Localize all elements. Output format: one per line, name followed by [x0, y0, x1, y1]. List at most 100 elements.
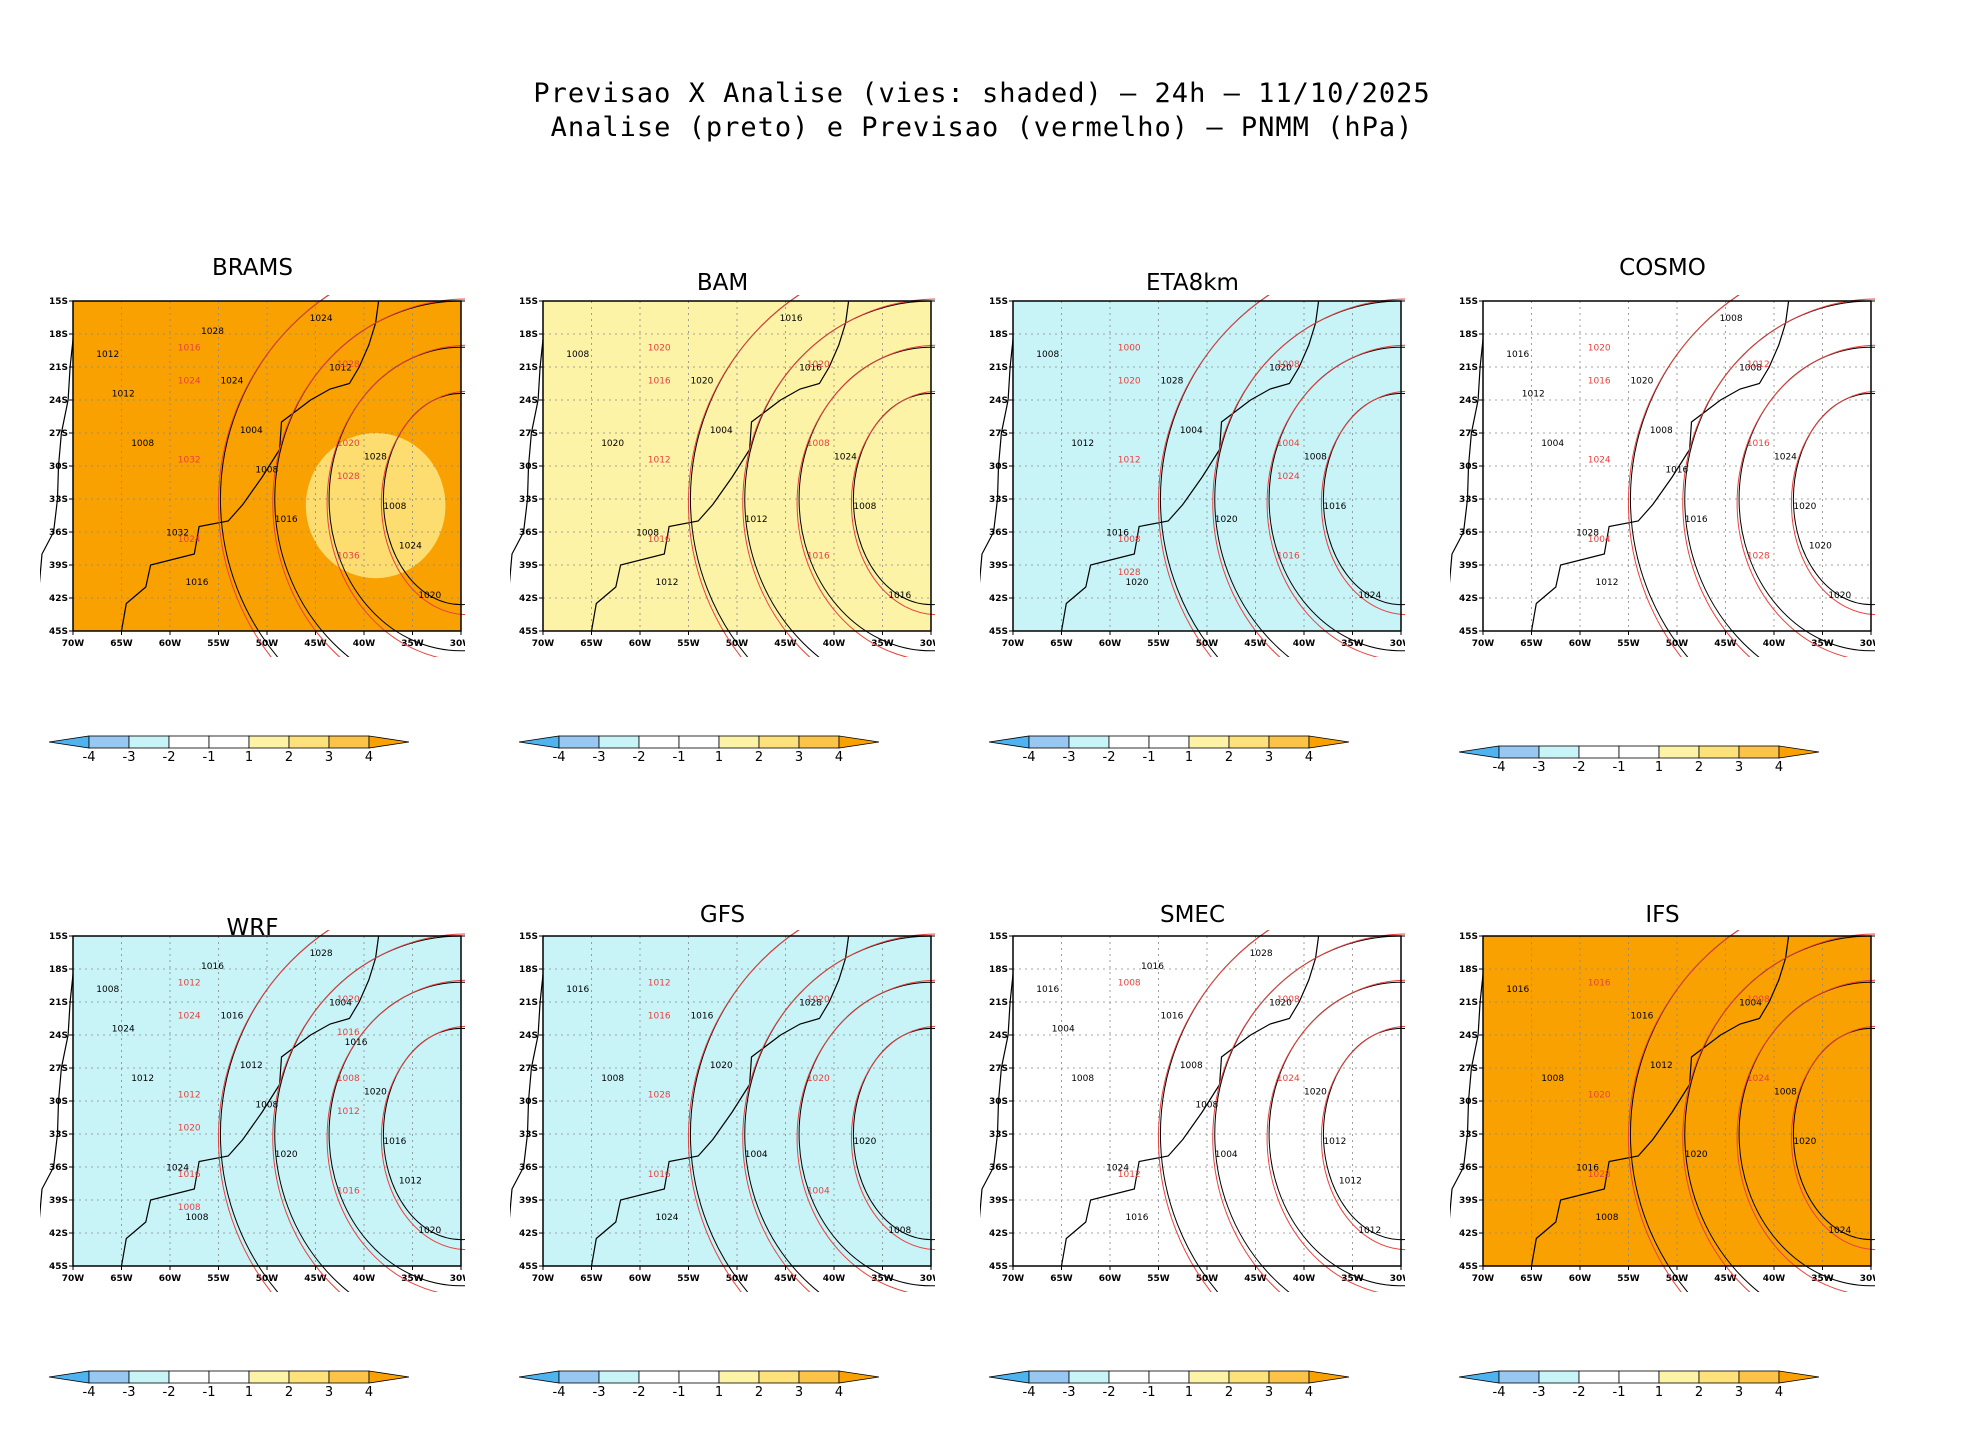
y-tick-label: 24S	[49, 1031, 68, 1041]
analysis-contour-label: 1012	[96, 350, 119, 360]
analysis-contour-label: 1028	[1250, 949, 1273, 959]
panel-smec: SMEC 70W65W60W55W50W45W40W35W30W15S18S21…	[940, 890, 1410, 1400]
x-tick-label: 40W	[1293, 639, 1316, 649]
colorbar-segment	[1188, 735, 1230, 749]
y-tick-label: 42S	[519, 594, 538, 604]
y-tick-label: 18S	[49, 330, 68, 340]
analysis-contour-label: 1008	[1720, 314, 1743, 324]
x-tick-label: 45W	[1714, 639, 1737, 649]
analysis-contour-label: 1024	[1828, 1226, 1851, 1236]
analysis-contour-label: 1020	[1793, 502, 1816, 512]
y-tick-label: 39S	[49, 561, 68, 571]
analysis-contour-label: 1020	[1269, 998, 1292, 1008]
analysis-contour-label: 1028	[201, 327, 224, 337]
colorbar-segment	[328, 1370, 370, 1384]
y-tick-label: 18S	[989, 965, 1008, 975]
x-tick-label: 60W	[159, 639, 182, 649]
analysis-contour-label: 1020	[418, 1226, 441, 1236]
colorbar-tick-label: -3	[593, 1385, 606, 1400]
colorbar-segment	[558, 1370, 600, 1384]
colorbar-tick-label: -3	[593, 750, 606, 765]
y-tick-label: 27S	[989, 429, 1008, 439]
analysis-contour-label: 1024	[112, 1025, 135, 1035]
forecast-isobar	[742, 933, 935, 1292]
panel-bam: BAM 70W65W60W55W50W45W40W35W30W15S18S21S…	[470, 255, 940, 765]
x-tick-label: 60W	[159, 1274, 182, 1284]
y-tick-label: 27S	[49, 429, 68, 439]
forecast-isobar	[850, 390, 935, 616]
x-tick-label: 60W	[1569, 639, 1592, 649]
analysis-isobar	[220, 930, 330, 1292]
forecast-isobar	[1266, 344, 1405, 657]
analysis-contour-label: 1012	[1596, 578, 1619, 588]
x-tick-label: 45W	[774, 1274, 797, 1284]
forecast-isobar	[1212, 933, 1405, 1292]
analysis-contour-label: 1020	[1215, 515, 1238, 525]
analysis-contour-label: 1008	[1304, 452, 1327, 462]
forecast-contour-label: 1008	[337, 1074, 360, 1084]
x-tick-label: 45W	[1714, 1274, 1737, 1284]
analysis-contour-label: 1004	[1541, 439, 1564, 449]
forecast-isobar	[218, 295, 330, 657]
analysis-contour-label: 1016	[1576, 1163, 1599, 1173]
forecast-contour-label: 1020	[1588, 344, 1611, 354]
forecast-contour-label: 1016	[1747, 439, 1770, 449]
colorbar-tick-label: -3	[123, 1385, 136, 1400]
colorbar-segment	[1738, 745, 1780, 759]
colorbar-segment	[1268, 1370, 1310, 1384]
colorbar-tick-label: -3	[123, 750, 136, 765]
x-tick-label: 70W	[532, 1274, 555, 1284]
colorbar-segment	[1578, 1370, 1620, 1384]
analysis-contour-label: 1020	[1630, 377, 1653, 387]
x-tick-label: 55W	[207, 1274, 230, 1284]
colorbar-tick-label: 2	[755, 1385, 763, 1400]
y-tick-label: 42S	[49, 1229, 68, 1239]
x-tick-label: 35W	[1811, 1274, 1834, 1284]
analysis-contour-label: 1020	[690, 377, 713, 387]
analysis-contour-label: 1008	[255, 466, 278, 476]
y-tick-label: 24S	[49, 396, 68, 406]
colorbar-tick-label: -4	[1023, 750, 1036, 765]
analysis-contour-label: 1008	[1541, 1074, 1564, 1084]
analysis-contour-label: 1024	[834, 452, 857, 462]
analysis-contour-label: 1016	[1141, 962, 1164, 972]
forecast-isobar	[1628, 295, 1740, 657]
colorbar-tick-label: -4	[1493, 760, 1506, 775]
colorbar-segment	[638, 1370, 680, 1384]
forecast-contour-label: 1024	[178, 377, 201, 387]
coastline-west	[40, 339, 74, 584]
colorbar-segment	[1458, 745, 1500, 759]
forecast-contour-label: 1004	[1588, 535, 1611, 545]
panel-eta8km: ETA8km 70W65W60W55W50W45W40W35W30W15S18S…	[940, 255, 1410, 765]
colorbar-tick-label: -3	[1063, 750, 1076, 765]
coastline-east	[1060, 300, 1320, 632]
colorbar-segment	[1028, 735, 1070, 749]
forecast-contour-label: 1024	[178, 1012, 201, 1022]
colorbar-tick-label: 2	[285, 1385, 293, 1400]
y-tick-label: 21S	[519, 998, 538, 1008]
forecast-contour-label: 1012	[337, 1107, 360, 1117]
y-tick-label: 21S	[519, 363, 538, 373]
map-area: 70W65W60W55W50W45W40W35W30W15S18S21S24S2…	[40, 930, 465, 1292]
y-tick-label: 18S	[519, 965, 538, 975]
x-tick-label: 35W	[1341, 639, 1364, 649]
colorbar-tick-label: 1	[245, 750, 253, 765]
colorbar-segment	[1228, 1370, 1270, 1384]
y-tick-label: 24S	[1459, 396, 1478, 406]
analysis-contour-label: 1012	[1522, 390, 1545, 400]
forecast-contour-label: 1032	[178, 456, 201, 466]
forecast-contour-label: 1016	[1588, 979, 1611, 989]
forecast-contour-label: 1012	[178, 1091, 201, 1101]
colorbar-tick-label: 2	[1225, 1385, 1233, 1400]
forecast-isobar	[380, 1025, 465, 1251]
forecast-contour-label: 1008	[1747, 995, 1770, 1005]
colorbar-segment	[288, 735, 330, 749]
colorbar-tick-label: 4	[1775, 1385, 1783, 1400]
forecast-isobar	[1158, 295, 1270, 657]
forecast-contour-label: 1028	[1118, 568, 1141, 578]
analysis-contour-label: 1016	[1160, 1012, 1183, 1022]
analysis-contour-label: 1012	[1071, 439, 1094, 449]
analysis-contour-label: 1016	[1630, 1012, 1653, 1022]
y-tick-label: 45S	[49, 627, 68, 637]
panel-title: BAM	[696, 270, 749, 296]
